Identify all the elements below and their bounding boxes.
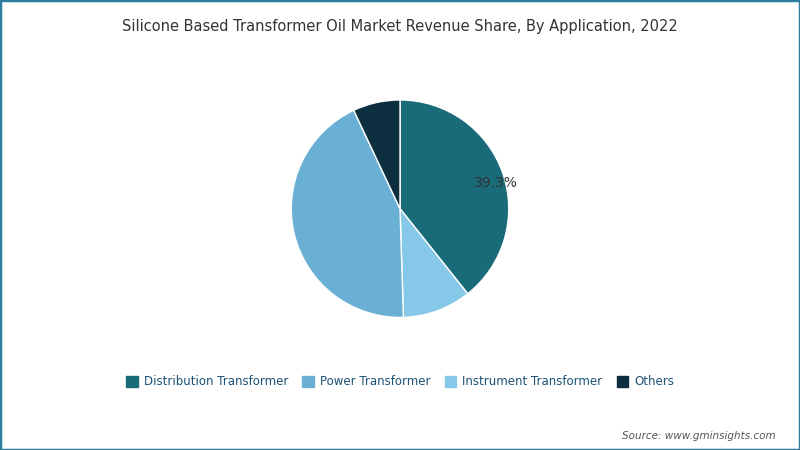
- Wedge shape: [400, 209, 468, 317]
- Wedge shape: [354, 100, 400, 209]
- Wedge shape: [291, 110, 403, 317]
- Text: Source: www.gminsights.com: Source: www.gminsights.com: [622, 431, 776, 441]
- Text: 39.3%: 39.3%: [474, 176, 518, 190]
- Title: Silicone Based Transformer Oil Market Revenue Share, By Application, 2022: Silicone Based Transformer Oil Market Re…: [122, 19, 678, 35]
- Wedge shape: [400, 100, 509, 294]
- Legend: Distribution Transformer, Power Transformer, Instrument Transformer, Others: Distribution Transformer, Power Transfor…: [121, 371, 679, 393]
